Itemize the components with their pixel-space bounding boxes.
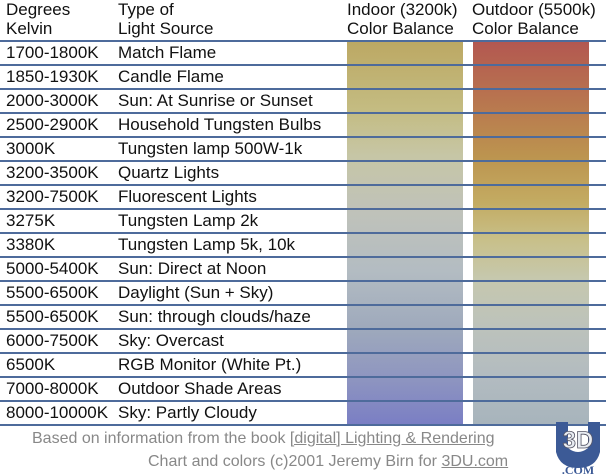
book-link[interactable]: [digital] Lighting & Rendering [289,430,495,447]
kelvin-cell: 2500-2900K [6,115,99,134]
row-divider [0,256,606,258]
kelvin-cell: 1700-1800K [6,43,99,62]
source-cell: Tungsten Lamp 5k, 10k [118,235,296,254]
header-kelvin: Degrees Kelvin [6,0,70,38]
table-row: 5000-5400K Sun: Direct at Noon [0,257,606,281]
source-cell: RGB Monitor (White Pt.) [118,355,302,374]
row-divider [0,232,606,234]
svg-text:.COM: .COM [562,463,594,476]
table-row: 5500-6500K Sun: through clouds/haze [0,305,606,329]
header-outdoor: Outdoor (5500k) Color Balance [472,0,596,38]
table-row: 7000-8000K Outdoor Shade Areas [0,377,606,401]
table-row: 6500K RGB Monitor (White Pt.) [0,353,606,377]
row-divider [0,304,606,306]
header-line: Kelvin [6,19,53,38]
table-row: 3380K Tungsten Lamp 5k, 10k [0,233,606,257]
source-cell: Tungsten Lamp 2k [118,211,259,230]
source-cell: Sun: At Sunrise or Sunset [118,91,313,110]
row-divider [0,160,606,162]
header-line: Color Balance [347,19,454,38]
source-cell: Sky: Partly Cloudy [118,403,257,422]
footer-text: Chart and colors (c)2001 Jeremy Birn for [148,453,442,470]
table-row: 6000-7500K Sky: Overcast [0,329,606,353]
kelvin-cell: 3000K [6,139,56,158]
row-divider [0,208,606,210]
kelvin-cell: 6000-7500K [6,331,99,350]
row-divider [0,352,606,354]
source-cell: Sun: through clouds/haze [118,307,311,326]
footer-line-1: Based on information from the book [digi… [32,430,495,448]
row-divider [0,88,606,90]
source-cell: Tungsten lamp 500W-1k [118,139,303,158]
header-line: Light Source [118,19,214,38]
kelvin-cell: 5500-6500K [6,307,99,326]
svg-text:3D: 3D [563,427,594,454]
footer-line-2: Chart and colors (c)2001 Jeremy Birn for… [148,453,508,471]
kelvin-cell: 5500-6500K [6,283,99,302]
row-divider [0,112,606,114]
table-row: 3200-7500K Fluorescent Lights [0,185,606,209]
kelvin-cell: 3275K [6,211,56,230]
source-cell: Outdoor Shade Areas [118,379,282,398]
row-divider [0,184,606,186]
row-divider [0,64,606,66]
kelvin-cell: 7000-8000K [6,379,99,398]
row-divider [0,400,606,402]
row-divider [0,40,606,42]
row-divider [0,424,606,426]
source-cell: Match Flame [118,43,217,62]
table-row: 1850-1930K Candle Flame [0,65,606,89]
header-line: Type of [118,0,174,19]
3du-logo-icon: 3D .COM [556,422,600,476]
header-source: Type of Light Source [118,0,213,38]
source-cell: Sun: Direct at Noon [118,259,267,278]
kelvin-cell: 5000-5400K [6,259,99,278]
kelvin-cell: 2000-3000K [6,91,99,110]
kelvin-cell: 3380K [6,235,56,254]
source-cell: Quartz Lights [118,163,220,182]
kelvin-cell: 6500K [6,355,56,374]
source-cell: Household Tungsten Bulbs [118,115,322,134]
table-row: 2000-3000K Sun: At Sunrise or Sunset [0,89,606,113]
table-row: 5500-6500K Daylight (Sun + Sky) [0,281,606,305]
table-row: 3200-3500K Quartz Lights [0,161,606,185]
row-divider [0,376,606,378]
header-line: Color Balance [472,19,579,38]
source-cell: Sky: Overcast [118,331,224,350]
kelvin-cell: 8000-10000K [6,403,109,422]
table-row: 8000-10000K Sky: Partly Cloudy [0,401,606,425]
table-row: 3275K Tungsten Lamp 2k [0,209,606,233]
footer-text: Based on information from the book [32,430,290,447]
table-row: 1700-1800K Match Flame [0,41,606,65]
row-divider [0,328,606,330]
source-cell: Daylight (Sun + Sky) [118,283,274,302]
header-line: Degrees [6,0,71,19]
kelvin-cell: 1850-1930K [6,67,99,86]
header-indoor: Indoor (3200k) Color Balance [347,0,458,38]
table-row: 3000K Tungsten lamp 500W-1k [0,137,606,161]
source-cell: Candle Flame [118,67,224,86]
kelvin-cell: 3200-3500K [6,163,99,182]
row-divider [0,136,606,138]
table-row: 2500-2900K Household Tungsten Bulbs [0,113,606,137]
header-line: Indoor (3200k) [347,0,458,19]
row-divider [0,280,606,282]
site-link[interactable]: 3DU.com [441,453,509,470]
source-cell: Fluorescent Lights [118,187,257,206]
header-line: Outdoor (5500k) [472,0,596,19]
kelvin-cell: 3200-7500K [6,187,99,206]
